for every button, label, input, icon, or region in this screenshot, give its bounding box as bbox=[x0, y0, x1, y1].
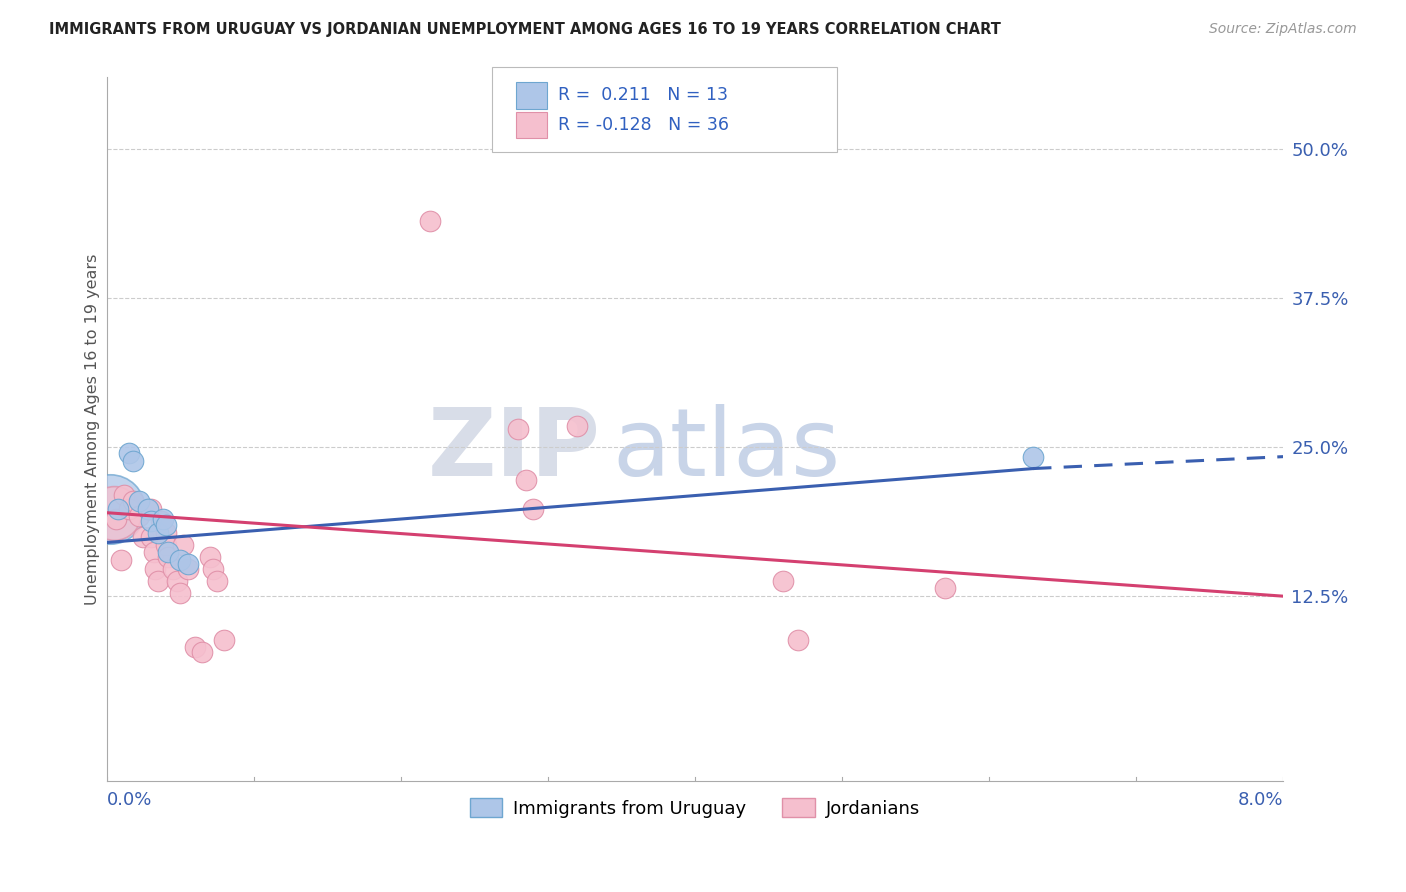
Legend: Immigrants from Uruguay, Jordanians: Immigrants from Uruguay, Jordanians bbox=[463, 790, 927, 825]
Point bbox=[157, 545, 180, 559]
Point bbox=[155, 525, 177, 540]
Point bbox=[508, 422, 530, 436]
Point bbox=[198, 549, 221, 564]
Point bbox=[107, 502, 129, 516]
Point bbox=[122, 454, 145, 468]
Text: 8.0%: 8.0% bbox=[1237, 790, 1284, 808]
Text: ZIP: ZIP bbox=[427, 404, 600, 496]
Point bbox=[155, 517, 177, 532]
Point bbox=[176, 562, 198, 576]
Point bbox=[118, 502, 141, 516]
Point bbox=[169, 553, 191, 567]
Text: IMMIGRANTS FROM URUGUAY VS JORDANIAN UNEMPLOYMENT AMONG AGES 16 TO 19 YEARS CORR: IMMIGRANTS FROM URUGUAY VS JORDANIAN UNE… bbox=[49, 22, 1001, 37]
Point bbox=[128, 509, 150, 524]
Point bbox=[143, 562, 166, 576]
Point bbox=[104, 511, 127, 525]
Point bbox=[214, 633, 236, 648]
Point bbox=[110, 553, 132, 567]
Point bbox=[155, 538, 177, 552]
Point bbox=[132, 530, 155, 544]
Point bbox=[205, 574, 228, 588]
Y-axis label: Unemployment Among Ages 16 to 19 years: Unemployment Among Ages 16 to 19 years bbox=[86, 253, 100, 605]
Point bbox=[522, 502, 544, 516]
Point bbox=[176, 557, 198, 571]
Point bbox=[112, 488, 135, 502]
Text: 0.0%: 0.0% bbox=[107, 790, 152, 808]
Point bbox=[128, 493, 150, 508]
Point bbox=[139, 530, 162, 544]
Point bbox=[184, 640, 207, 655]
Point bbox=[98, 502, 121, 516]
Point bbox=[419, 213, 441, 227]
Point bbox=[201, 562, 224, 576]
Point bbox=[142, 545, 165, 559]
Point bbox=[139, 502, 162, 516]
Point bbox=[118, 446, 141, 460]
Point bbox=[172, 538, 194, 552]
Text: Source: ZipAtlas.com: Source: ZipAtlas.com bbox=[1209, 22, 1357, 37]
Text: R = -0.128   N = 36: R = -0.128 N = 36 bbox=[558, 116, 730, 134]
Point bbox=[567, 418, 589, 433]
Point bbox=[152, 511, 174, 525]
Point bbox=[515, 474, 537, 488]
Point bbox=[169, 585, 191, 599]
Text: atlas: atlas bbox=[613, 404, 841, 496]
Point bbox=[136, 502, 159, 516]
Point bbox=[786, 633, 808, 648]
Point bbox=[157, 549, 180, 564]
Point bbox=[191, 645, 214, 659]
Point bbox=[1022, 450, 1045, 464]
Point bbox=[122, 493, 145, 508]
Point bbox=[146, 525, 169, 540]
Point bbox=[136, 502, 159, 516]
Point bbox=[162, 562, 184, 576]
Point bbox=[150, 514, 173, 528]
Point bbox=[934, 581, 956, 595]
Text: R =  0.211   N = 13: R = 0.211 N = 13 bbox=[558, 87, 728, 104]
Point bbox=[139, 514, 162, 528]
Point bbox=[772, 574, 794, 588]
Point bbox=[146, 574, 169, 588]
Point bbox=[103, 506, 125, 520]
Point bbox=[166, 574, 188, 588]
